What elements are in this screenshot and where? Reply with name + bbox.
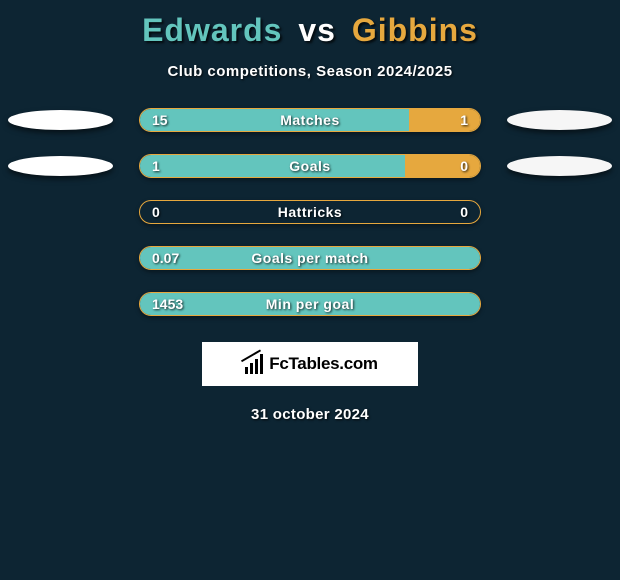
stat-row: 0Hattricks0	[0, 200, 620, 224]
stat-row: 1453Min per goal	[0, 292, 620, 316]
player1-name: Edwards	[142, 12, 282, 48]
logo-text: FcTables.com	[269, 354, 378, 374]
stat-bar: 0.07Goals per match	[139, 246, 481, 270]
stat-row: 15Matches1	[0, 108, 620, 132]
player1-halo	[8, 156, 113, 176]
comparison-card: Edwards vs Gibbins Club competitions, Se…	[0, 0, 620, 423]
player1-halo	[8, 110, 113, 130]
stat-label: Goals	[140, 155, 480, 177]
stat-bar: 1453Min per goal	[139, 292, 481, 316]
vs-label: vs	[298, 12, 336, 48]
player2-name: Gibbins	[352, 12, 478, 48]
date: 31 october 2024	[251, 406, 369, 423]
title: Edwards vs Gibbins	[142, 12, 478, 49]
stat-bar: 15Matches1	[139, 108, 481, 132]
logo: FcTables.com	[202, 342, 418, 386]
player2-halo	[507, 110, 612, 130]
stat-label: Hattricks	[140, 201, 480, 223]
chart-icon	[242, 352, 266, 376]
subtitle: Club competitions, Season 2024/2025	[167, 63, 452, 80]
player2-halo	[507, 156, 612, 176]
stat-bar: 1Goals0	[139, 154, 481, 178]
stat-label: Min per goal	[140, 293, 480, 315]
stat-label: Matches	[140, 109, 480, 131]
stat-bar: 0Hattricks0	[139, 200, 481, 224]
stat-row: 1Goals0	[0, 154, 620, 178]
stat-right-value: 1	[460, 109, 468, 131]
stat-right-value: 0	[460, 201, 468, 223]
stat-label: Goals per match	[140, 247, 480, 269]
stat-row: 0.07Goals per match	[0, 246, 620, 270]
stat-right-value: 0	[460, 155, 468, 177]
stat-rows: 15Matches11Goals00Hattricks00.07Goals pe…	[0, 108, 620, 316]
